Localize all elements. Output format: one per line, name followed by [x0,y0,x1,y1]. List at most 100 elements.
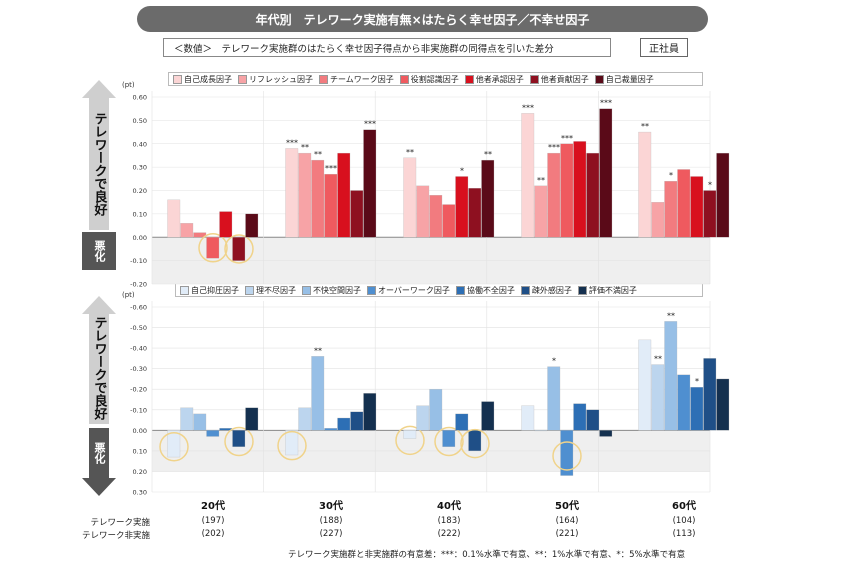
count-non_telework-3: (221) [555,529,579,539]
x-category-label-4: 60代 [672,499,696,512]
side-label-bad-bottom: 悪化 [93,442,106,464]
bar-1-1-4 [337,417,351,431]
bar-1-1-6 [363,393,377,431]
bar-0-3-2 [547,152,561,238]
sig-label-1-4-2: ** [667,311,675,320]
y-tick-label-1-4: -0.20 [130,386,147,394]
y-tick-label-0-1: 0.50 [133,117,147,125]
sig-label-0-2-6: ** [484,150,492,159]
legend-label-0-2: チームワーク因子 [330,74,394,84]
bar-0-0-3 [206,237,220,259]
legend-item-1-5: 疎外感因子 [520,285,572,296]
worse-highlight-1-2-3 [434,426,464,457]
worse-highlight-1-1-0 [277,430,307,461]
y-tick-label-1-3: -0.30 [130,365,147,373]
y-tick-label-1-0: -0.60 [130,304,147,312]
bar-0-1-2 [311,159,325,238]
worse-highlight-1-3-3 [552,441,582,471]
bar-1-4-2 [664,321,678,431]
bar-1-1-1 [298,407,312,431]
legend-swatch-1-3 [367,285,376,295]
legend-swatch-1-2 [302,285,311,295]
bar-1-4-6 [716,378,730,431]
bar-0-1-6 [363,129,377,238]
significance-footnote: テレワーク実施群と非実施群の有意差：***：0.1%水準で有意、**：1%水準で… [288,550,686,560]
side-label-bad-top: 悪化 [82,232,116,270]
up-arrow-icon-bottom [82,296,116,424]
legend-label-0-0: 自己成長因子 [184,74,232,84]
unit-label-1: (pt) [122,291,135,299]
bar-0-2-6 [481,159,495,238]
sig-label-0-3-6: *** [600,99,612,108]
unit-label-0: (pt) [122,81,135,89]
legend-swatch-1-0 [180,285,189,295]
worse-highlight-0-0-5 [224,234,254,264]
count-telework-0: (197) [201,516,225,526]
value-note: ＜数値＞ テレワーク実施群のはたらく幸せ因子得点から非実施群の同得点を引いた差分 [163,38,611,57]
bar-1-3-5 [586,409,600,431]
legend-label-1-4: 協働不全因子 [466,285,515,295]
bar-1-2-2 [429,389,443,431]
bar-0-1-0 [285,148,299,238]
y-tick-label-1-5: -0.10 [130,406,147,414]
legend-swatch-1-1 [245,285,254,295]
bar-1-1-5 [350,411,364,431]
bar-0-1-5 [350,190,364,238]
legend-swatch-0-0 [173,74,182,84]
legend-item-0-3: 役割認識因子 [399,74,459,85]
bar-1-2-5 [468,430,482,452]
legend-swatch-1-5 [520,285,530,295]
legend-label-1-0: 自己抑圧因子 [191,285,239,295]
count-non_telework-0: (202) [201,529,225,539]
bar-0-1-3 [324,173,338,238]
bar-1-0-0 [167,430,181,458]
legend-unhappiness: 自己抑圧因子 理不尽因子 不快空間因子 オーバーワーク因子 協働不全因子 疎外感因子 評価不… [175,283,703,297]
bar-0-4-0 [638,131,652,238]
bar-1-3-4 [573,403,587,431]
x-category-label-2: 40代 [437,499,461,512]
bar-0-2-2 [429,195,443,238]
sig-label-0-4-5: * [708,181,712,190]
y-tick-label-1-8: 0.20 [133,468,147,476]
sig-label-0-1-6: *** [364,120,376,129]
sig-label-1-1-2: ** [314,346,322,355]
sig-label-0-1-2: ** [314,150,322,159]
sig-label-0-1-0: *** [286,138,298,147]
sig-label-0-3-1: ** [537,176,545,185]
legend-happiness: 自己成長因子 リフレッシュ因子 チームワーク因子 役割認識因子 他者承認因子 他者貢献因子… [168,72,703,86]
sig-label-0-2-0: ** [406,148,414,157]
legend-swatch-0-1 [238,74,247,84]
legend-item-0-2: チームワーク因子 [319,74,394,85]
count-non_telework-2: (222) [437,529,461,539]
bar-1-4-3 [677,374,691,431]
bar-1-3-6 [599,430,613,437]
bar-0-4-1 [651,202,665,238]
sig-label-0-3-3: *** [561,134,573,143]
y-tick-label-0-2: 0.40 [133,140,147,148]
x-category-label-0: 20代 [201,499,225,512]
legend-item-1-0: 自己抑圧因子 [180,285,239,296]
bar-1-4-4 [690,387,704,431]
y-tick-label-1-6: 0.00 [133,427,147,435]
bar-1-3-0 [521,405,535,431]
bar-0-3-0 [521,113,535,238]
legend-label-0-3: 役割認識因子 [410,74,459,84]
legend-item-1-1: 理不尽因子 [245,285,296,296]
bar-0-0-4 [219,211,233,238]
sig-label-0-1-1: ** [301,143,309,152]
legend-item-0-6: 自己裁量因子 [594,74,654,85]
bar-0-1-4 [337,152,351,238]
bar-0-3-4 [573,141,587,238]
bar-1-1-3 [324,428,338,431]
legend-swatch-0-6 [594,74,604,84]
legend-item-1-6: 評価不満因子 [577,285,637,296]
sig-label-0-2-4: * [460,166,464,175]
y-tick-label-0-3: 0.30 [133,164,147,172]
legend-label-1-1: 理不尽因子 [256,285,296,295]
bar-1-3-2 [547,366,561,431]
bar-0-2-1 [416,185,430,238]
legend-swatch-0-4 [464,74,474,84]
worse-highlight-0-0-3 [198,233,228,263]
y-tick-label-0-4: 0.20 [133,187,147,195]
sig-label-0-3-2: *** [548,143,560,152]
